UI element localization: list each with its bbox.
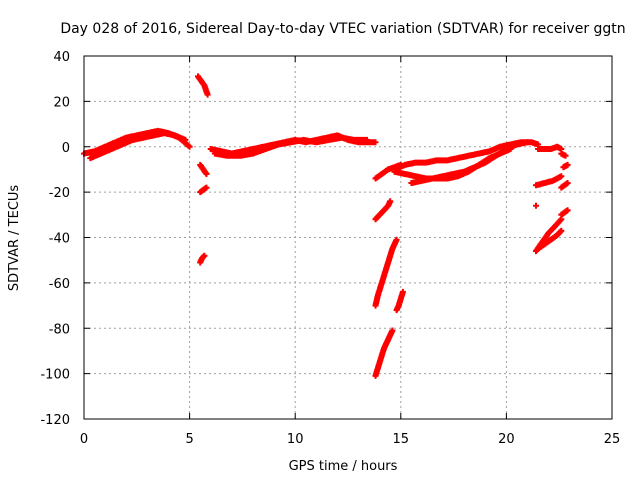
series-arc-18: [558, 150, 569, 159]
x-tick-label: 10: [287, 432, 304, 447]
y-tick-label: -120: [40, 413, 70, 428]
series-arc-24: [558, 180, 571, 191]
y-tick-label: -20: [49, 186, 70, 201]
point-markers: [535, 143, 565, 152]
series-arc-04: [197, 161, 210, 177]
y-tick-label: -80: [49, 322, 70, 337]
series-arc-08: [211, 134, 370, 159]
chart-title: Day 028 of 2016, Sidereal Day-to-day VTE…: [60, 21, 625, 37]
series-arc-20: [533, 202, 539, 209]
series-arc-19: [533, 173, 565, 189]
x-tick-label: 20: [498, 432, 515, 447]
point-markers: [87, 130, 189, 162]
point-markers: [533, 202, 539, 209]
series-arc-17: [535, 143, 565, 152]
grid-lines: [84, 56, 612, 419]
y-axis-label: SDTVAR / TECUs: [7, 185, 22, 292]
y-tick-label: 0: [62, 141, 70, 156]
series-arc-12: [372, 327, 396, 379]
series-arc-16: [408, 139, 531, 186]
point-markers: [393, 288, 406, 314]
x-tick-label: 5: [185, 432, 193, 447]
plot-frame: [83, 55, 613, 420]
x-tick-label: 0: [80, 432, 88, 447]
point-markers: [372, 327, 396, 379]
point-markers: [211, 134, 370, 159]
y-tick-label: -40: [49, 232, 70, 247]
y-tick-label: 40: [53, 50, 70, 65]
series-arc-13: [393, 288, 406, 314]
y-tick-label: 20: [53, 95, 70, 110]
point-markers: [558, 207, 571, 218]
series-arc-05: [197, 184, 210, 196]
point-markers: [195, 73, 211, 98]
y-tick-label: -100: [40, 368, 70, 383]
y-tick-label: -60: [49, 277, 70, 292]
point-markers: [558, 180, 571, 191]
axis-ticks: 0 5 10 15 20 25 -120 -100 -80 -60 -40 -20 0 20 40: [40, 50, 620, 447]
series-arc-10: [372, 198, 394, 223]
point-markers: [535, 227, 565, 252]
series-arc-22: [535, 227, 565, 252]
series-arc-02: [87, 130, 189, 162]
point-markers: [558, 150, 569, 159]
data-points: [81, 73, 571, 379]
series-arc-25: [560, 161, 571, 171]
series-arc-03: [195, 73, 211, 98]
point-markers: [197, 252, 208, 266]
point-markers: [197, 184, 210, 196]
series-arc-23: [558, 207, 571, 218]
x-tick-label: 15: [393, 432, 410, 447]
x-tick-label: 25: [604, 432, 621, 447]
point-markers: [197, 161, 210, 177]
point-markers: [533, 173, 565, 189]
x-axis-label: GPS time / hours: [289, 459, 398, 474]
point-markers: [560, 161, 571, 171]
point-markers: [408, 139, 531, 186]
series-arc-11: [372, 236, 400, 309]
point-markers: [372, 198, 394, 223]
series-arc-06: [197, 252, 208, 266]
point-markers: [372, 236, 400, 309]
